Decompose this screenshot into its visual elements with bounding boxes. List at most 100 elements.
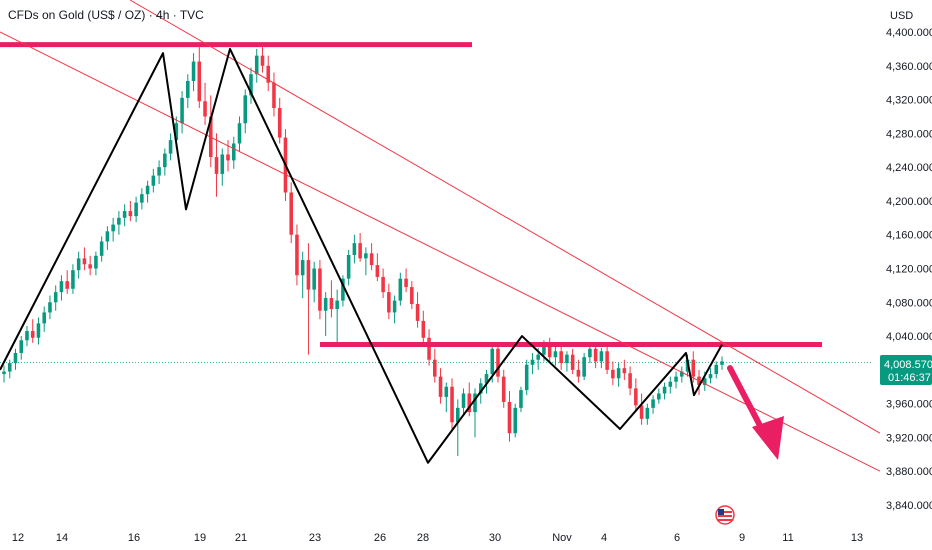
candle [59, 275, 64, 301]
flag-icon[interactable] [715, 505, 735, 525]
candle [157, 160, 161, 185]
candle [473, 388, 477, 438]
x-tick-label: Nov [552, 532, 572, 544]
last-price-value: 4,008.570 [884, 359, 932, 371]
candle [42, 306, 46, 332]
candle [341, 275, 345, 307]
candle [582, 352, 586, 380]
candle [392, 295, 397, 324]
candle [507, 390, 512, 442]
candle [191, 53, 196, 92]
candle [88, 255, 92, 276]
candle [559, 344, 563, 370]
candle [203, 82, 207, 125]
x-tick-label: 9 [739, 532, 745, 544]
candle [461, 388, 466, 416]
x-tick-label: 11 [782, 532, 793, 544]
x-tick-label: 12 [12, 532, 24, 544]
candle [547, 337, 552, 362]
candle [237, 116, 242, 152]
x-tick-label: 23 [309, 532, 321, 544]
y-tick-label: 4,120.000 [886, 264, 932, 276]
candle [306, 243, 311, 355]
candle [19, 336, 24, 360]
candle [496, 342, 500, 383]
candle [335, 289, 339, 347]
candle [634, 378, 638, 413]
x-tick-label: 16 [128, 532, 140, 544]
candle [501, 369, 506, 408]
trendline-lower [0, 31, 881, 472]
y-tick-label: 3,920.000 [886, 432, 932, 444]
price-tag-box [880, 355, 932, 385]
x-tick-label: 19 [194, 532, 206, 544]
time-axis[interactable]: 12 14 16 19 21 23 26 28 30 Nov 4 6 9 11 13 [12, 532, 863, 544]
candle [720, 356, 724, 370]
candle [662, 382, 667, 400]
candle [657, 388, 661, 404]
candle [30, 319, 35, 343]
candle [691, 351, 696, 383]
forecast-arrow-shaft [727, 365, 767, 437]
x-tick-label: 26 [374, 532, 386, 544]
candle [329, 280, 334, 318]
candle [381, 268, 385, 299]
x-tick-label: 6 [674, 532, 680, 544]
last-price-tag: 4,008.570 01:46:37 [880, 355, 932, 385]
x-tick-label: 13 [851, 532, 863, 544]
y-tick-label: 4,400.000 [886, 27, 932, 39]
x-tick-label: 21 [235, 532, 247, 544]
y-tick-label: 3,840.000 [886, 500, 932, 512]
candle [214, 133, 219, 197]
candle [231, 136, 236, 169]
candle [387, 283, 391, 320]
candle [524, 359, 529, 396]
candle [220, 148, 225, 186]
candle [358, 233, 362, 262]
candle [277, 97, 282, 144]
candle [289, 182, 293, 244]
candle [266, 55, 271, 92]
candle [398, 272, 403, 306]
candle [323, 292, 328, 337]
candle [300, 251, 305, 299]
candle [145, 180, 150, 203]
candle [128, 200, 133, 222]
candle [519, 386, 523, 413]
candle [369, 243, 374, 271]
candle [2, 365, 6, 383]
candle [168, 133, 173, 161]
y-tick-label: 4,360.000 [886, 61, 932, 73]
candle [186, 74, 190, 109]
pattern-zigzag [0, 47, 723, 464]
candle [530, 352, 535, 375]
price-axis[interactable]: 4,400.000 4,360.000 4,320.000 4,280.000 4,24… [886, 27, 932, 512]
candle [364, 247, 368, 276]
candle [674, 371, 678, 389]
candle [140, 188, 144, 210]
candle [421, 310, 426, 345]
candle [318, 260, 322, 320]
candle [117, 211, 121, 235]
candle [415, 292, 420, 328]
candle [438, 368, 443, 404]
candle [105, 226, 110, 250]
y-tick-label: 4,240.000 [886, 162, 932, 174]
candle [346, 249, 351, 286]
candle [272, 72, 276, 117]
candle [622, 359, 627, 380]
y-tick-label: 4,080.000 [886, 297, 932, 309]
candle [570, 348, 575, 375]
candle [576, 359, 581, 383]
countdown-value: 01:46:37 [888, 372, 931, 384]
candle [53, 285, 58, 311]
candle [611, 361, 615, 386]
currency-label: USD [890, 10, 913, 22]
candle [82, 247, 87, 271]
y-tick-label: 4,040.000 [886, 331, 932, 343]
candle [48, 295, 52, 320]
y-tick-label: 3,960.000 [886, 399, 932, 411]
candle [455, 399, 460, 457]
candle [450, 378, 454, 429]
